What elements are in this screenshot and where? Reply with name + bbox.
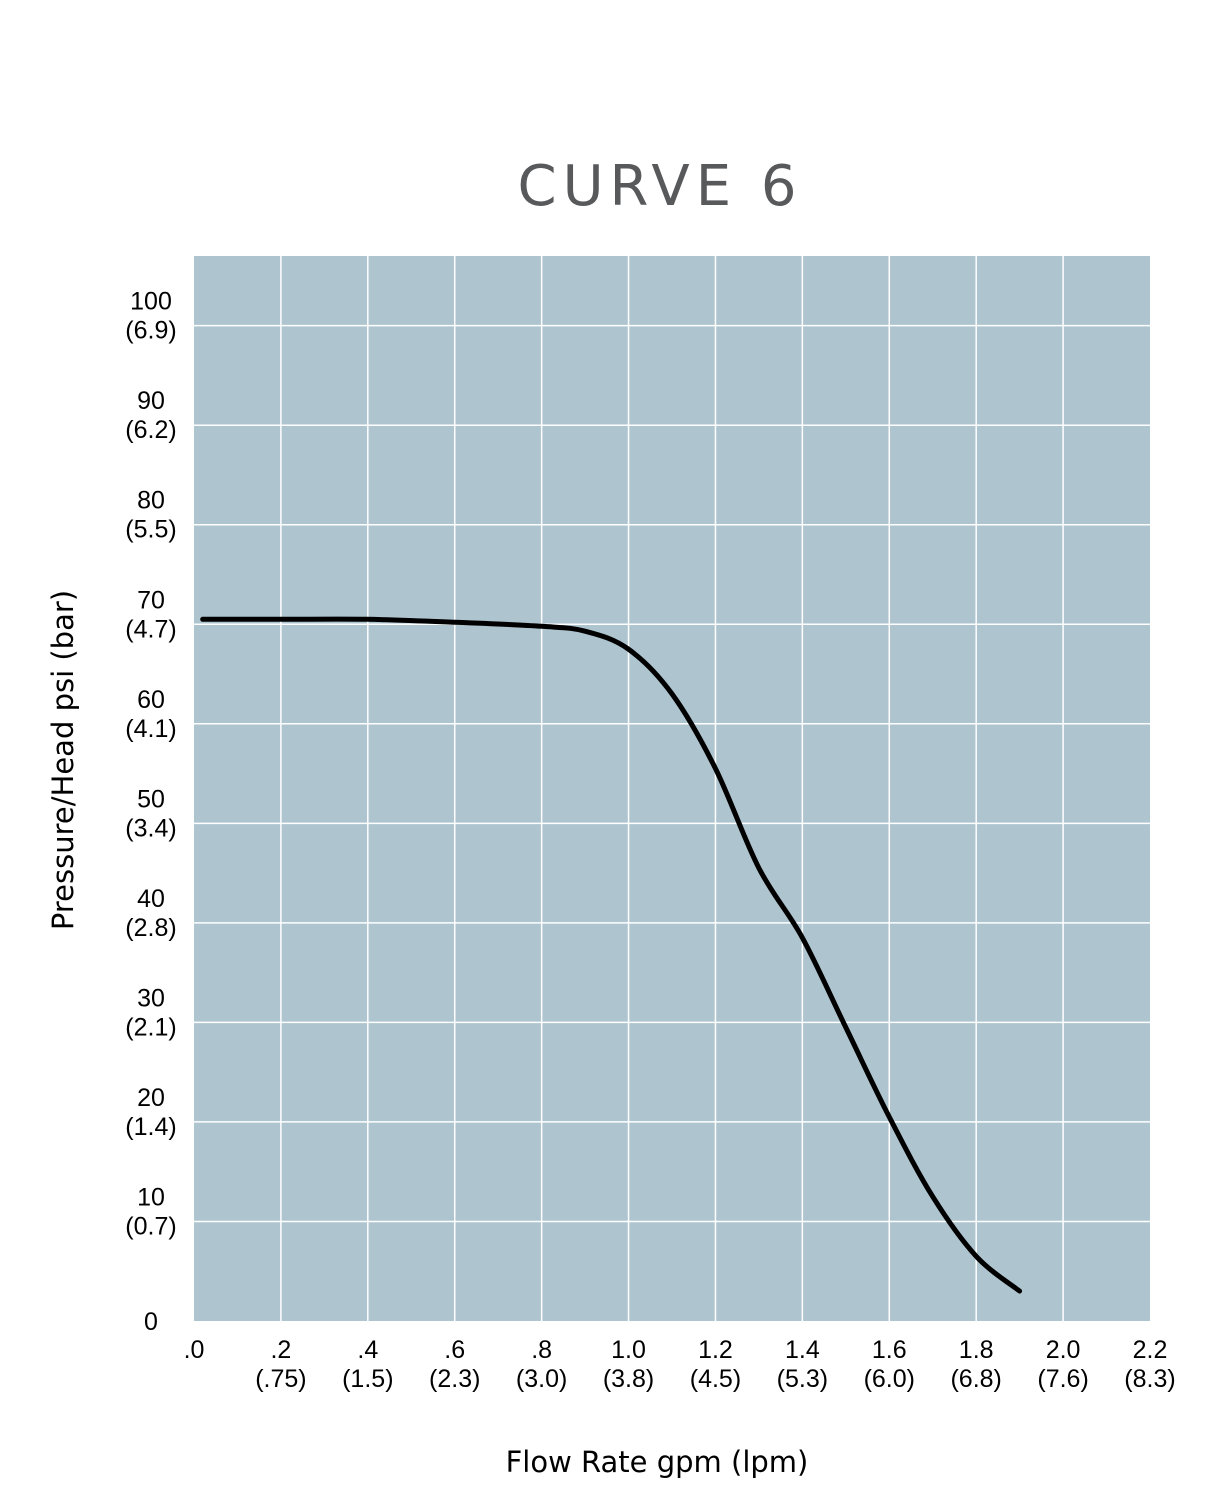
x-tick-sublabel: (8.3) — [1124, 1365, 1175, 1393]
y-tick-label: 100 — [130, 288, 172, 316]
y-tick-label: 0 — [144, 1308, 158, 1336]
x-tick-label: 1.0 — [611, 1336, 646, 1364]
y-tick-sublabel: (6.9) — [125, 317, 176, 345]
x-tick-label: .4 — [357, 1336, 378, 1364]
x-tick-label: 2.2 — [1133, 1336, 1168, 1364]
series-layer — [200, 616, 1023, 1294]
y-tick-label: 10 — [137, 1183, 165, 1211]
x-tick-label: .2 — [270, 1336, 291, 1364]
x-tick-sublabel: (.75) — [255, 1365, 306, 1393]
grid — [194, 256, 1150, 1321]
x-tick-label: 1.4 — [785, 1336, 820, 1364]
x-tick-sublabel: (7.6) — [1037, 1365, 1088, 1393]
x-tick-sublabel: (1.5) — [342, 1365, 393, 1393]
x-tick-sublabel: (4.5) — [690, 1365, 741, 1393]
y-tick-sublabel: (0.7) — [125, 1212, 176, 1240]
x-tick-label: 1.2 — [698, 1336, 733, 1364]
y-tick-label: 20 — [137, 1084, 165, 1112]
y-tick-sublabel: (3.4) — [125, 814, 176, 842]
x-tick-sublabel: (2.3) — [429, 1365, 480, 1393]
x-tick-label: .8 — [531, 1336, 552, 1364]
y-tick-label: 90 — [137, 387, 165, 415]
x-tick-sublabel: (3.0) — [516, 1365, 567, 1393]
y-axis-title: Pressure/Head psi (bar) — [46, 590, 80, 930]
x-tick-label: 1.8 — [959, 1336, 994, 1364]
y-tick-label: 40 — [137, 885, 165, 913]
y-tick-sublabel: (6.2) — [125, 416, 176, 444]
x-tick-label: .6 — [444, 1336, 465, 1364]
y-tick-sublabel: (4.7) — [125, 615, 176, 643]
x-axis-title: Flow Rate gpm (lpm) — [506, 1445, 809, 1479]
y-tick-label: 80 — [137, 487, 165, 515]
y-tick-sublabel: (1.4) — [125, 1113, 176, 1141]
y-tick-sublabel: (5.5) — [125, 516, 176, 544]
x-tick-sublabel: (6.0) — [864, 1365, 915, 1393]
y-axis-ticks: 010(0.7)20(1.4)30(2.1)40(2.8)50(3.4)60(4… — [125, 288, 176, 1336]
x-tick-sublabel: (6.8) — [950, 1365, 1001, 1393]
y-tick-sublabel: (2.8) — [125, 914, 176, 942]
y-tick-label: 60 — [137, 686, 165, 714]
chart-title: CURVE 6 — [517, 154, 802, 219]
y-tick-sublabel: (4.1) — [125, 715, 176, 743]
x-tick-sublabel: (5.3) — [777, 1365, 828, 1393]
x-tick-label: 1.6 — [872, 1336, 907, 1364]
x-tick-sublabel: (3.8) — [603, 1365, 654, 1393]
y-tick-label: 30 — [137, 984, 165, 1012]
pressure-flow-curve — [200, 616, 1023, 1294]
x-axis-ticks: .0 .2(.75) .4(1.5) .6(2.3) .8(3.0) 1.0(3.8) 1.… — [184, 1336, 1176, 1393]
y-tick-sublabel: (2.1) — [125, 1013, 176, 1041]
x-tick-label: 2.0 — [1046, 1336, 1081, 1364]
y-tick-label: 70 — [137, 586, 165, 614]
y-tick-label: 50 — [137, 785, 165, 813]
x-tick-label: .0 — [184, 1336, 205, 1364]
plot-area — [194, 256, 1150, 1321]
